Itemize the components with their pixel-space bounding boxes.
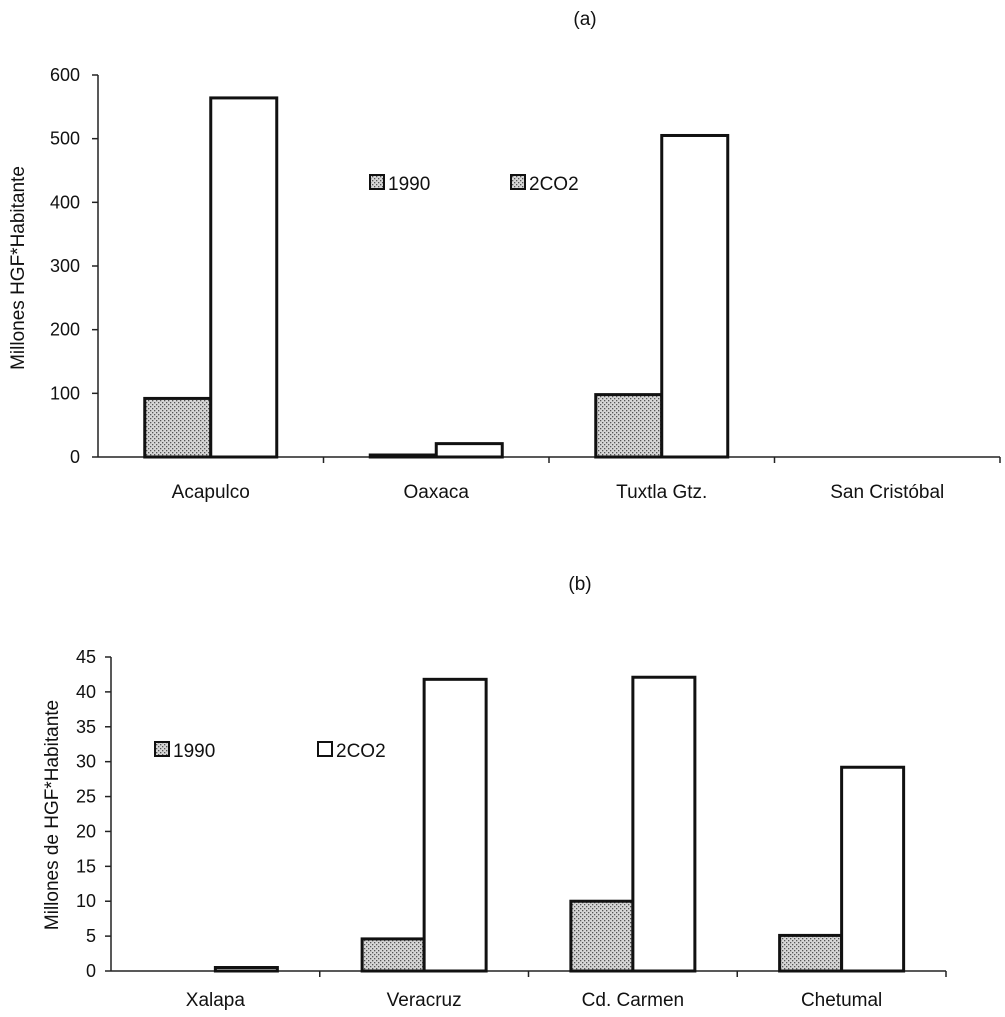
y-tick-label: 600	[50, 65, 80, 85]
chart-a-ylabel: Millones HGF*Habitante	[8, 166, 29, 370]
bar-1990-veracruz	[360, 937, 426, 973]
y-tick-label: 300	[50, 256, 80, 276]
chart-b-legend-swatch-2co2	[317, 741, 333, 757]
y-tick-label: 5	[86, 926, 96, 946]
x-category-label: Chetumal	[801, 990, 882, 1011]
bar-2co2-xalapa	[213, 966, 279, 973]
x-category-label: Xalapa	[186, 990, 246, 1011]
x-category-label: Acapulco	[172, 482, 250, 503]
chart-a: (a) Millones HGF*Habitante 0 100 200 300 400…	[8, 9, 1001, 503]
bar-2co2-veracruz	[422, 677, 488, 973]
bar-1990-chetumal	[778, 933, 844, 973]
chart-b-legend-label-1990: 1990	[173, 741, 215, 762]
y-tick-label: 30	[76, 752, 96, 772]
y-tick-label: 10	[76, 891, 96, 911]
chart-b-x-ticks: Xalapa Veracruz Cd. Carmen Chetumal	[186, 971, 947, 1011]
chart-a-bars	[143, 96, 730, 459]
y-tick-label: 25	[76, 787, 96, 807]
bar-2co2-acapulco	[209, 96, 279, 459]
bar-1990-cd-carmen	[569, 899, 635, 973]
y-tick-label: 35	[76, 717, 96, 737]
y-tick-label: 400	[50, 192, 80, 212]
bar-2co2-tuxtla-gtz-	[660, 133, 730, 459]
y-tick-label: 0	[70, 447, 80, 467]
y-tick-label: 200	[50, 320, 80, 340]
x-category-label: Tuxtla Gtz.	[616, 482, 707, 503]
chart-a-legend-swatch-1990	[369, 174, 385, 190]
bar-2co2-cd-carmen	[631, 675, 697, 973]
chart-a-legend-swatch-2co2	[510, 174, 526, 190]
chart-b-ylabel: Millones de HGF*Habitante	[42, 700, 63, 930]
chart-a-legend-label-2co2: 2CO2	[529, 174, 579, 195]
x-category-label: San Cristóbal	[830, 482, 944, 503]
x-category-label: Cd. Carmen	[582, 990, 684, 1011]
y-tick-label: 45	[76, 647, 96, 667]
x-category-label: Oaxaca	[404, 482, 470, 503]
bar-1990-acapulco	[143, 396, 213, 459]
chart-b: (b) Millones de HGF*Habitante 0 5 10 15 20 25…	[42, 574, 947, 1011]
chart-a-x-ticks: Acapulco Oaxaca Tuxtla Gtz. San Cristóbal	[172, 457, 1001, 503]
y-tick-label: 20	[76, 821, 96, 841]
chart-b-legend: 1990 2CO2	[154, 741, 386, 762]
chart-b-bars	[213, 675, 906, 973]
y-tick-label: 15	[76, 856, 96, 876]
bar-2co2-chetumal	[840, 765, 906, 973]
chart-a-legend: 1990 2CO2	[369, 174, 579, 195]
chart-b-title: (b)	[568, 574, 591, 595]
bar-2co2-oaxaca	[434, 442, 504, 459]
bar-1990-tuxtla-gtz-	[594, 393, 664, 459]
chart-a-legend-label-1990: 1990	[388, 174, 430, 195]
y-tick-label: 100	[50, 383, 80, 403]
y-tick-label: 40	[76, 682, 96, 702]
y-tick-label: 500	[50, 129, 80, 149]
bar-1990-oaxaca	[368, 453, 438, 459]
chart-a-y-ticks: 0 100 200 300 400 500 600	[50, 65, 98, 467]
x-category-label: Veracruz	[387, 990, 462, 1011]
chart-b-legend-swatch-1990	[154, 741, 170, 757]
chart-b-axes	[110, 657, 946, 972]
chart-b-legend-label-2co2: 2CO2	[336, 741, 386, 762]
y-tick-label: 0	[86, 961, 96, 981]
chart-b-y-ticks: 0 5 10 15 20 25 30 35 40 45	[76, 647, 111, 981]
chart-a-title: (a)	[573, 9, 596, 30]
